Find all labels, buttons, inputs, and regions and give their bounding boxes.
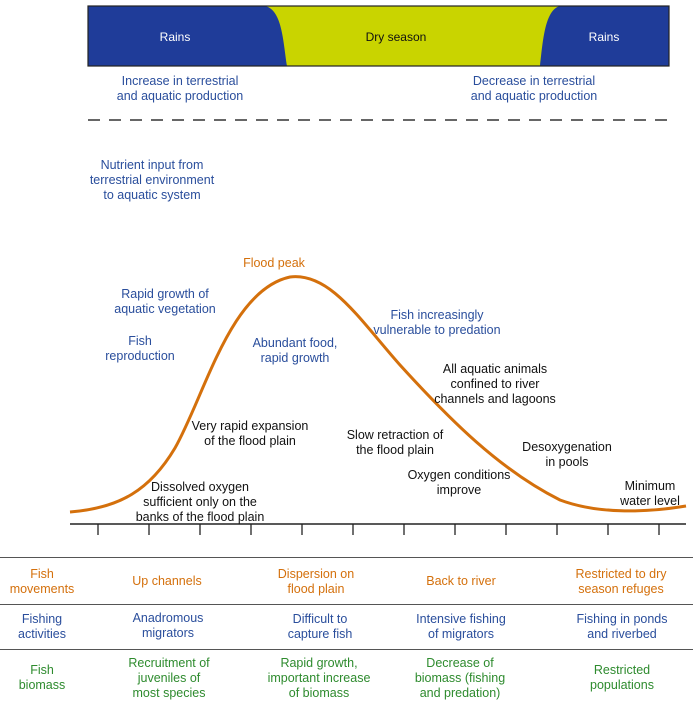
table-cell: Dispersion on flood plain bbox=[277, 567, 355, 596]
table-row-rule bbox=[0, 604, 693, 605]
table-cell: Up channels bbox=[132, 574, 202, 588]
desoxygenation-label: Desoxygenation in pools bbox=[522, 440, 612, 469]
row-header-fishing-activities: Fishing activities bbox=[18, 612, 66, 641]
aquatic-animals-confined-label: All aquatic animals confined to river chan… bbox=[434, 362, 556, 406]
rapid-expansion-label: Very rapid expansion of the flood plain bbox=[191, 419, 309, 448]
flood-curve bbox=[69, 275, 687, 514]
dissolved-oxygen-label: Dissolved oxygen sufficient only on the ba… bbox=[135, 480, 265, 524]
minimum-water-level-label: Minimum water level bbox=[620, 479, 680, 508]
fish-reproduction-label: Fish reproduction bbox=[105, 334, 175, 363]
table-cell: Anadromous migrators bbox=[132, 611, 204, 640]
dry-season-band bbox=[265, 6, 560, 66]
abundant-food-label: Abundant food, rapid growth bbox=[252, 336, 338, 365]
rains-left-label: Rains bbox=[159, 30, 191, 44]
dry-season-label: Dry season bbox=[365, 30, 427, 44]
fish-vulnerable-label: Fish increasingly vulnerable to predation bbox=[373, 308, 501, 337]
table-cell: Restricted populations bbox=[590, 663, 654, 692]
row-header-fish-movements: Fish movements bbox=[9, 567, 75, 596]
table-cell: Decrease of biomass (fishing and predation… bbox=[414, 656, 506, 700]
table-cell: Rapid growth, important increase of biomas… bbox=[267, 656, 371, 700]
nutrient-input-note: Nutrient input from terrestrial environme… bbox=[89, 158, 215, 202]
table-top-rule bbox=[0, 557, 693, 558]
table-cell: Recruitment of juveniles of most species bbox=[128, 656, 210, 700]
season-bar-frame bbox=[87, 5, 670, 67]
table-cell: Difficult to capture fish bbox=[287, 612, 353, 641]
table-cell: Back to river bbox=[426, 574, 496, 588]
oxygen-improve-label: Oxygen conditions improve bbox=[407, 468, 511, 497]
increase-production-note: Increase in terrestrial and aquatic produ… bbox=[116, 74, 244, 103]
decrease-production-note: Decrease in terrestrial and aquatic produ… bbox=[470, 74, 598, 103]
row-header-fish-biomass: Fish biomass bbox=[18, 663, 66, 692]
slow-retraction-label: Slow retraction of the flood plain bbox=[346, 428, 444, 457]
rains-right-label: Rains bbox=[588, 30, 620, 44]
table-cell: Intensive fishing of migrators bbox=[416, 612, 506, 641]
table-row-rule bbox=[0, 649, 693, 650]
flood-peak-label: Flood peak bbox=[243, 256, 305, 270]
table-cell: Fishing in ponds and riverbed bbox=[576, 612, 668, 641]
rapid-growth-vegetation-label: Rapid growth of aquatic vegetation bbox=[114, 287, 216, 316]
table-cell: Restricted to dry season refuges bbox=[575, 567, 667, 596]
axis-ticks bbox=[97, 524, 660, 535]
